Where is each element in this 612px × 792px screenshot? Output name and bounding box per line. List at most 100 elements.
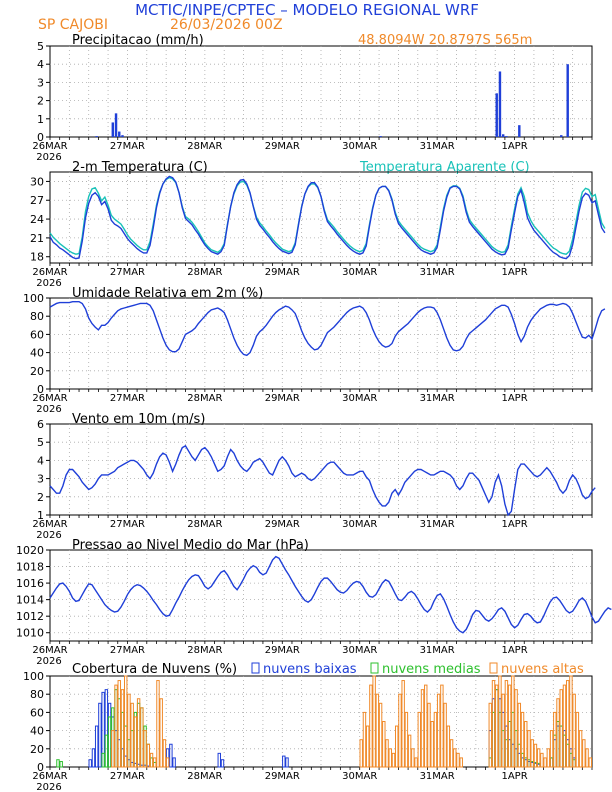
precip-day-label: 29MAR: [265, 141, 300, 152]
clouds-bar: [514, 689, 518, 768]
clouds-y-tick-label: 40: [30, 725, 44, 738]
temp-day-label: 28MAR: [187, 267, 222, 278]
temp-year-label: 2026: [36, 278, 61, 289]
clouds-bar: [414, 757, 418, 768]
clouds-bar: [220, 759, 225, 768]
clouds-bar: [130, 702, 134, 768]
clouds-bar: [140, 707, 144, 768]
precip-day-label: 28MAR: [187, 141, 222, 152]
clouds-bar: [401, 680, 405, 768]
clouds-bar: [94, 725, 99, 768]
wind-day-label: 30MAR: [342, 519, 377, 530]
clouds-bar: [572, 693, 576, 768]
wind-day-label: 1APR: [501, 519, 527, 530]
wind-frame: [49, 423, 593, 516]
pressure-year-label: 2026: [36, 656, 61, 667]
clouds-bar: [449, 739, 454, 768]
rh-day-label: 29MAR: [265, 393, 300, 404]
temp-day-label: 1APR: [501, 267, 527, 278]
clouds-bar: [114, 684, 118, 768]
clouds-day-label: 1APR: [501, 771, 527, 782]
wind-y-tick-label: 5: [37, 436, 44, 449]
clouds-bar: [588, 757, 592, 768]
temperature-title: 2-m Temperatura (C): [72, 160, 208, 175]
pressure-title: Pressao ao Nivel Medio do Mar (hPa): [72, 538, 309, 553]
clouds-bar: [124, 675, 128, 768]
temp-day-label: 29MAR: [265, 267, 300, 278]
precip-day-label: 26MAR: [32, 141, 67, 152]
clouds-bar: [375, 693, 380, 768]
clouds-bar: [172, 757, 176, 768]
clouds-bar: [536, 748, 541, 768]
clouds-bar: [372, 675, 376, 768]
precip-bar: [379, 136, 382, 137]
wind-day-label: 28MAR: [187, 519, 222, 530]
clouds-bar: [443, 702, 447, 768]
clouds-bar: [417, 711, 422, 768]
clouds-bar: [111, 730, 115, 768]
precip-bar: [95, 136, 98, 137]
pressure-panel: Pressao ao Nivel Medio do Mar (hPa) 1010…: [16, 538, 612, 667]
precip-bar: [518, 125, 521, 137]
clouds-bar: [517, 702, 522, 768]
rh-day-label: 1APR: [501, 393, 527, 404]
clouds-bar: [527, 730, 531, 768]
clouds-y-tick-label: 80: [30, 688, 44, 701]
clouds-bar: [569, 675, 573, 768]
wind-y-tick-label: 2: [37, 491, 44, 504]
clouds-bar: [511, 675, 515, 768]
clouds-bar: [165, 757, 170, 768]
rh-y-tick-label: 60: [30, 328, 44, 341]
precip-bar: [505, 136, 508, 137]
pressure-day-label: 30MAR: [342, 645, 377, 656]
precip-bar: [498, 71, 502, 137]
clouds-bar: [127, 693, 131, 768]
clouds-bar: [440, 684, 444, 768]
wind-day-label: 29MAR: [265, 519, 300, 530]
clouds-bar: [433, 711, 438, 768]
clouds-bar: [540, 752, 544, 768]
clouds-bar: [362, 711, 367, 768]
precip-bar: [111, 122, 115, 137]
precip-day-label: 31MAR: [420, 141, 455, 152]
precip-year-label: 2026: [36, 152, 61, 163]
clouds-y-tick-label: 20: [30, 743, 44, 756]
clouds-bar: [146, 743, 151, 768]
clouds-bar: [446, 725, 451, 768]
clouds-bar: [395, 725, 399, 768]
clouds-bar: [388, 748, 392, 768]
rh-y-tick-label: 0: [37, 383, 44, 396]
precipitation-title: Precipitacao (mm/h): [72, 33, 204, 48]
clouds-bar: [404, 711, 409, 768]
clouds-bar: [430, 721, 434, 768]
high-clouds-legend-swatch: [489, 662, 498, 674]
clouds-bar: [156, 680, 160, 768]
clouds-bar: [169, 743, 173, 768]
wind-y-tick-label: 3: [37, 473, 44, 486]
clouds-bar: [56, 759, 60, 768]
pressure-y-tick-label: 1018: [16, 561, 44, 574]
precip-y-tick-label: 3: [37, 76, 44, 89]
rh-day-label: 28MAR: [187, 393, 222, 404]
precip-bar: [121, 135, 124, 137]
clouds-bar: [533, 743, 538, 768]
clouds-bar: [159, 698, 163, 768]
header-location: SP CAJOBI: [38, 17, 108, 33]
temp-y-tick-label: 24: [30, 213, 44, 226]
clouds-bar: [553, 711, 557, 768]
precip-bar: [560, 135, 563, 137]
temp-frame: [49, 171, 593, 264]
pressure-y-tick-label: 1020: [16, 544, 44, 557]
clouds-y-tick-label: 0: [37, 761, 44, 774]
pressure-y-tick-label: 1012: [16, 610, 44, 623]
rh-year-label: 2026: [36, 404, 61, 415]
clouds-bar: [562, 684, 567, 768]
clouds-bar: [507, 684, 512, 768]
clouds-day-label: 30MAR: [342, 771, 377, 782]
wind-y-tick-label: 1: [37, 509, 44, 522]
low-clouds-legend: nuvens baixas: [263, 662, 357, 677]
mid-clouds-legend: nuvens medias: [382, 662, 481, 677]
header-date: 26/03/2026 00Z: [170, 17, 283, 33]
rh-series-line: [49, 300, 606, 357]
precip-bar: [566, 64, 569, 137]
